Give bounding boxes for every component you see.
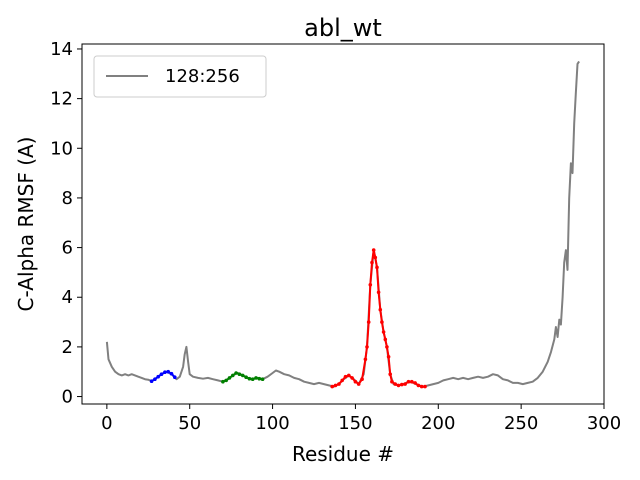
series-line-3 [331,249,425,388]
data-point [365,345,369,349]
data-point [353,379,358,384]
y-tick-label: 4 [62,287,73,308]
data-point [149,379,154,384]
data-point [393,382,398,386]
series-line-0 [105,60,580,388]
y-tick-label: 8 [62,188,73,209]
data-point [390,379,394,384]
data-point [396,383,401,388]
data-point [416,383,421,388]
data-point [370,260,374,265]
data-point [410,379,414,384]
data-point [340,378,345,383]
data-point [373,255,378,260]
legend-box [93,55,267,98]
x-tick-label: 50 [178,413,201,434]
data-point [400,382,404,387]
data-point [376,290,381,295]
data-point [368,283,373,287]
data-point [159,372,164,377]
data-point [254,376,258,380]
x-tick-label: 0 [101,413,112,434]
data-point [403,382,407,386]
data-point [169,371,174,376]
data-point [371,248,376,252]
data-point [247,376,252,381]
data-point [260,377,265,382]
x-axis-label: Residue # [292,442,394,466]
data-point [388,372,393,377]
data-point [240,373,245,378]
data-point [166,369,170,374]
data-point [333,383,338,388]
data-point [221,379,225,384]
data-point [156,374,160,379]
plot-frame [81,43,605,405]
plot-lines [105,60,580,389]
data-point [163,370,167,375]
data-point [227,376,232,380]
chart-title: abl_wt [304,14,382,42]
data-point [356,382,361,386]
data-point [406,379,411,384]
y-tick-label: 14 [50,39,73,60]
legend: 128:256 [93,55,267,98]
data-point [413,381,417,385]
data-point [343,374,348,379]
data-point [234,371,238,375]
y-tick-label: 2 [62,337,73,358]
y-tick-label: 0 [62,387,73,408]
data-point [244,375,248,380]
data-point [375,265,379,270]
data-point [381,330,386,334]
data-point [386,355,391,359]
x-tick-label: 250 [504,413,538,434]
data-point [366,320,371,324]
data-point [363,357,368,362]
data-point [419,384,424,389]
x-tick-label: 300 [587,413,621,434]
data-point [383,337,388,342]
y-axis-ticks: 0 2 4 6 8 10 12 14 [50,39,82,408]
data-point [330,384,335,389]
data-point [385,345,389,349]
y-axis-label: C-Alpha RMSF (A) [14,137,38,312]
data-point [378,307,383,312]
data-point [360,377,364,382]
y-tick-label: 6 [62,238,73,259]
data-point [347,373,351,378]
data-point [423,384,427,389]
data-point [173,375,177,380]
x-axis-ticks: 0 50 100 150 200 250 300 [101,404,621,434]
data-point [257,376,262,381]
data-point [337,382,341,386]
data-point [380,320,384,324]
y-tick-label: 10 [50,138,73,159]
x-tick-label: 200 [421,413,455,434]
data-point [224,378,228,383]
legend-entry-label: 128:256 [165,66,240,87]
y-tick-label: 12 [50,89,73,110]
data-point [153,377,157,382]
data-point [250,377,255,382]
x-tick-label: 150 [338,413,372,434]
x-tick-label: 100 [255,413,289,434]
data-point [231,373,235,378]
data-point [350,376,354,380]
data-point [237,372,242,377]
